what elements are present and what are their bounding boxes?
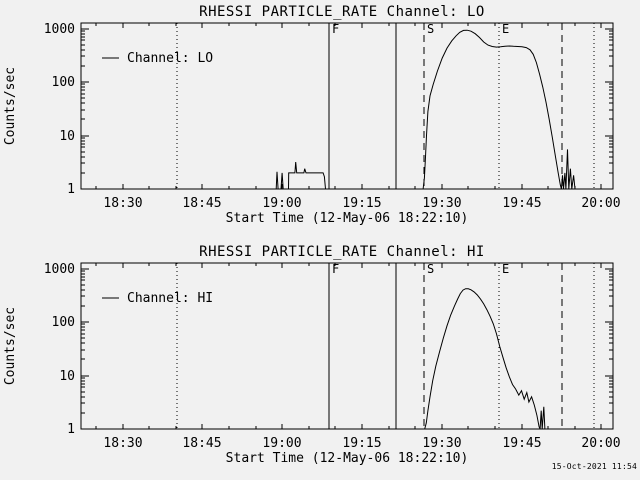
chart-title: RHESSI PARTICLE_RATE Channel: LO	[199, 4, 485, 20]
x-tick-label: 19:00	[262, 196, 301, 211]
lo-particle-rate-chart: RHESSI PARTICLE_RATE Channel: LO Counts/s…	[3, 4, 621, 226]
x-tick-label: 18:30	[103, 436, 142, 451]
marker-label-s: S	[427, 22, 434, 36]
x-tick-label: 19:15	[342, 436, 381, 451]
axis-box	[80, 262, 614, 430]
series-path-hi	[81, 288, 612, 429]
marker-label-f: F	[332, 22, 339, 36]
series-path-lo	[81, 29, 612, 189]
x-tick-label: 20:00	[581, 436, 620, 451]
x-tick-label: 18:45	[182, 436, 221, 451]
x-tick-label: 19:45	[502, 196, 541, 211]
x-axis-title: Start Time (12-May-06 18:22:10)	[226, 451, 469, 466]
x-tick-label: 19:45	[502, 436, 541, 451]
y-axis-title: Counts/sec	[3, 307, 18, 385]
x-axis-title: Start Time (12-May-06 18:22:10)	[226, 211, 469, 226]
marker-label-f: F	[332, 262, 339, 276]
x-tick-label: 19:30	[422, 196, 461, 211]
y-tick-label: 1	[67, 182, 75, 197]
y-tick-label: 100	[52, 75, 75, 90]
chart-title: RHESSI PARTICLE_RATE Channel: HI	[199, 244, 485, 260]
x-tick-label: 19:00	[262, 436, 301, 451]
y-tick-label: 10	[59, 369, 75, 384]
y-tick-label: 1	[67, 422, 75, 437]
x-tick-label: 19:30	[422, 436, 461, 451]
marker-label-e: E	[502, 262, 509, 276]
x-tick-label: 20:00	[581, 196, 620, 211]
y-tick-label: 1000	[44, 262, 75, 277]
axis-box	[80, 22, 614, 190]
legend-label: Channel: LO	[127, 51, 213, 66]
y-axis-title: Counts/sec	[3, 67, 18, 145]
marker-label-e: E	[502, 22, 509, 36]
y-tick-label: 1000	[44, 22, 75, 37]
x-tick-label: 18:30	[103, 196, 142, 211]
x-tick-label: 19:15	[342, 196, 381, 211]
creation-timestamp: 15-Oct-2021 11:54	[551, 462, 637, 471]
x-tick-label: 18:45	[182, 196, 221, 211]
legend-label: Channel: HI	[127, 291, 213, 306]
hi-particle-rate-chart: RHESSI PARTICLE_RATE Channel: HI Counts/s…	[3, 244, 621, 466]
y-tick-label: 10	[59, 129, 75, 144]
y-tick-label: 100	[52, 315, 75, 330]
marker-label-s: S	[427, 262, 434, 276]
